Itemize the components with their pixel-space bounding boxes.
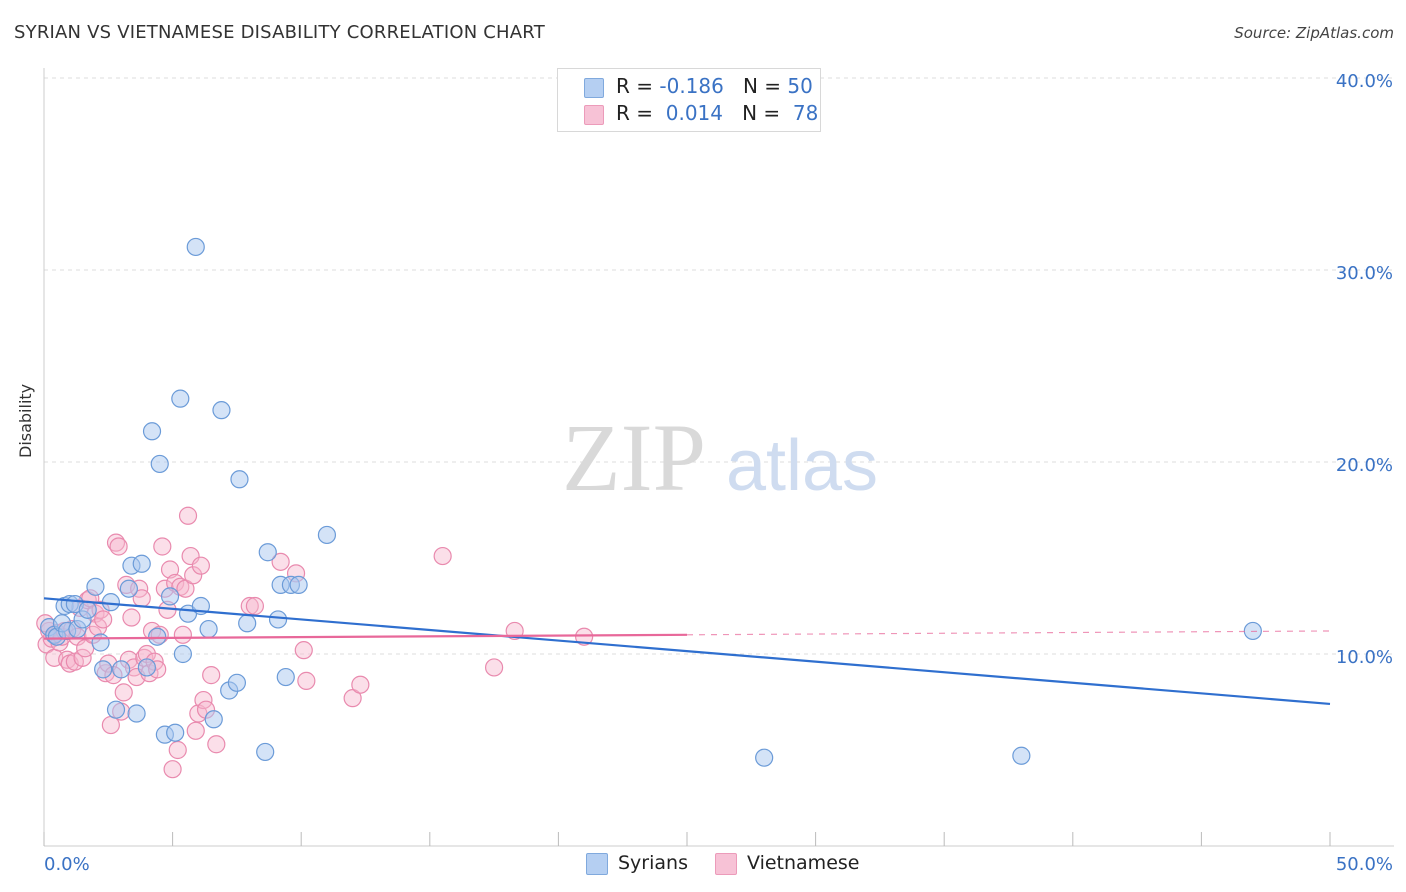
axes	[43, 68, 1394, 847]
vietnamese-point	[173, 625, 192, 644]
vietnamese-point	[433, 546, 452, 566]
trend-lines	[43, 597, 1331, 706]
y-tick-label: 40.0%	[1336, 71, 1393, 92]
syrian-point	[186, 237, 205, 257]
syrians-n-label: N =	[742, 74, 782, 98]
vietnamese-points	[36, 506, 594, 779]
vietnamese-r-value: 0.014	[665, 101, 723, 125]
vietnamese-point	[245, 596, 265, 616]
watermark-zip: ZIP	[562, 404, 706, 511]
vietnamese-n-value: 78	[792, 101, 819, 125]
syrian-point	[289, 575, 308, 594]
syrian-point	[132, 554, 151, 573]
vietnamese-point	[575, 627, 594, 646]
vietnamese-point	[122, 608, 141, 627]
syrian-point	[171, 389, 190, 408]
syrian-points	[40, 237, 1262, 767]
y-tick-label: 10.0%	[1336, 647, 1393, 668]
syrian-point	[173, 644, 192, 664]
watermark-atlas: atlas	[726, 426, 878, 506]
syrian-point	[212, 401, 231, 420]
syrian-point	[258, 543, 277, 562]
syrians-trend-line	[43, 597, 1331, 706]
syrian-point	[91, 633, 110, 652]
syrian-point	[137, 658, 156, 677]
vietnamese-legend-swatch	[715, 853, 737, 875]
vietnamese-trend-extension	[686, 630, 1331, 636]
syrian-point	[268, 610, 288, 629]
syrian-point	[317, 525, 337, 545]
syrian-point	[755, 748, 774, 767]
syrian-point	[230, 470, 249, 489]
vietnamese-point	[153, 537, 172, 556]
vietnamese-point	[184, 566, 203, 585]
syrians-r-label: R =	[616, 74, 654, 98]
correlation-legend: R = -0.186 N = 50 R = 0.014 N = 78	[557, 68, 821, 132]
vietnamese-point	[186, 721, 205, 740]
syrian-point	[127, 704, 146, 723]
syrian-point	[238, 614, 257, 633]
vietnamese-point	[351, 675, 370, 694]
syrian-point	[78, 600, 97, 619]
syrian-point	[227, 673, 246, 692]
syrian-point	[256, 742, 275, 762]
vietnamese-n-label: N =	[742, 101, 781, 125]
vietnamese-point	[178, 506, 198, 525]
vietnamese-point	[160, 560, 180, 579]
vietnamese-point	[163, 760, 182, 779]
syrians-legend-label: Syrians	[618, 852, 688, 874]
syrian-point	[166, 723, 185, 742]
syrian-point	[1012, 746, 1031, 765]
watermark: ZIP atlas	[562, 404, 878, 511]
syrian-point	[199, 619, 218, 639]
vietnamese-swatch	[584, 105, 604, 125]
syrian-point	[119, 579, 138, 598]
vietnamese-legend-label: Vietnamese	[747, 852, 860, 874]
syrian-point	[112, 660, 131, 679]
syrian-point	[150, 454, 169, 474]
vietnamese-point	[109, 537, 128, 556]
syrians-n-value: 50	[787, 74, 813, 98]
legend-text-syrians: R = -0.186 N = 50	[616, 74, 813, 98]
syrian-point	[86, 577, 105, 596]
syrians-r-value: -0.186	[659, 74, 724, 98]
vietnamese-point	[114, 683, 133, 702]
syrian-point	[148, 627, 167, 646]
syrian-point	[276, 667, 295, 687]
vietnamese-point	[202, 666, 221, 685]
vietnamese-point	[207, 735, 226, 754]
vietnamese-point	[485, 658, 504, 677]
vietnamese-point	[271, 552, 290, 571]
syrian-point	[142, 422, 162, 441]
source-label: Source: ZipAtlas.com	[1234, 24, 1394, 42]
vietnamese-point	[343, 689, 362, 708]
vietnamese-point	[294, 641, 313, 660]
y-tick-label: 20.0%	[1336, 455, 1393, 476]
vietnamese-point	[168, 740, 187, 760]
vietnamese-point	[176, 579, 195, 598]
vietnamese-trend-line	[43, 633, 688, 640]
syrians-swatch	[584, 78, 604, 98]
vietnamese-point	[94, 610, 113, 629]
syrian-point	[204, 710, 223, 729]
syrian-point	[106, 700, 126, 719]
vietnamese-point	[297, 671, 316, 690]
syrian-point	[101, 593, 120, 612]
y-tick-label: 30.0%	[1336, 263, 1393, 284]
legend-text-vietnamese: R = 0.014 N = 78	[616, 101, 818, 125]
grid-lines	[44, 77, 1394, 655]
vietnamese-r-label: R =	[616, 101, 654, 125]
tick-labels: 10.0% 20.0% 30.0% 40.0% 0.0% 50.0%	[44, 71, 1393, 875]
chart-title: SYRIAN VS VIETNAMESE DISABILITY CORRELAT…	[14, 22, 545, 43]
syrian-point	[94, 660, 113, 679]
x-tick-label: 0.0%	[44, 854, 90, 875]
vietnamese-point	[191, 556, 210, 575]
syrians-legend-swatch	[586, 853, 608, 875]
syrian-point	[160, 587, 180, 606]
x-tick-label: 50.0%	[1336, 854, 1393, 875]
